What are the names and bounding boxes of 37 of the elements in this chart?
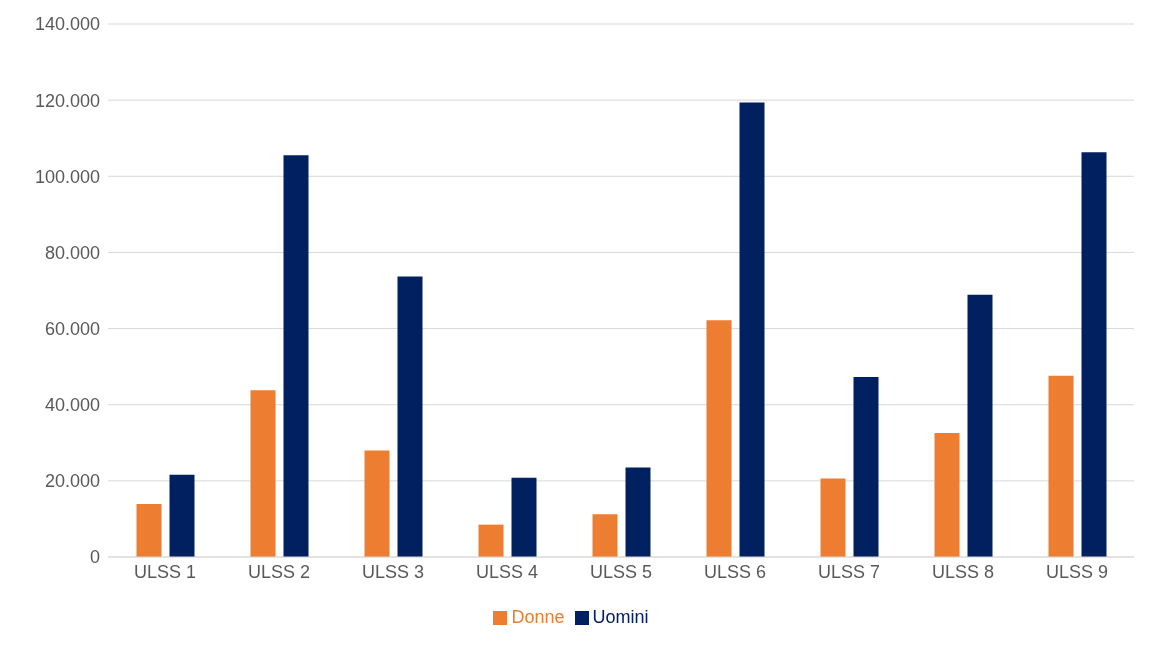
x-tick-label: ULSS 4 xyxy=(475,561,539,582)
x-tick-label: ULSS 2 xyxy=(247,561,311,582)
bar xyxy=(967,294,993,557)
bar xyxy=(364,450,390,557)
bar xyxy=(397,276,423,557)
legend-label: Uomini xyxy=(592,607,649,627)
y-tick-label: 100.000 xyxy=(34,166,100,187)
bar xyxy=(934,432,960,557)
y-tick-label: 60.000 xyxy=(44,318,100,339)
bar xyxy=(283,155,309,557)
y-tick-label: 80.000 xyxy=(44,242,100,263)
x-tick-label: ULSS 9 xyxy=(1045,561,1109,582)
bar xyxy=(853,376,879,557)
x-tick-label: ULSS 8 xyxy=(931,561,995,582)
bar xyxy=(706,320,732,557)
bar xyxy=(625,467,651,557)
bar xyxy=(511,477,537,557)
bar xyxy=(1081,152,1107,557)
bar xyxy=(136,504,162,557)
bar xyxy=(820,478,846,557)
bar xyxy=(169,474,195,557)
x-tick-label: ULSS 5 xyxy=(589,561,653,582)
y-tick-label: 20.000 xyxy=(44,471,100,492)
y-tick-label: 0 xyxy=(89,547,100,568)
y-tick-label: 120.000 xyxy=(34,90,100,111)
bar xyxy=(250,390,276,557)
x-tick-label: ULSS 6 xyxy=(703,561,767,582)
y-tick-label: 40.000 xyxy=(44,395,100,416)
bar xyxy=(1048,375,1074,557)
bar xyxy=(739,102,765,557)
legend-label: Donne xyxy=(511,607,565,627)
bar xyxy=(592,514,618,557)
x-tick-label: ULSS 7 xyxy=(817,561,881,582)
x-tick-label: ULSS 1 xyxy=(133,561,197,582)
y-tick-label: 140.000 xyxy=(34,14,100,35)
bar xyxy=(478,524,504,557)
x-tick-label: ULSS 3 xyxy=(361,561,425,582)
